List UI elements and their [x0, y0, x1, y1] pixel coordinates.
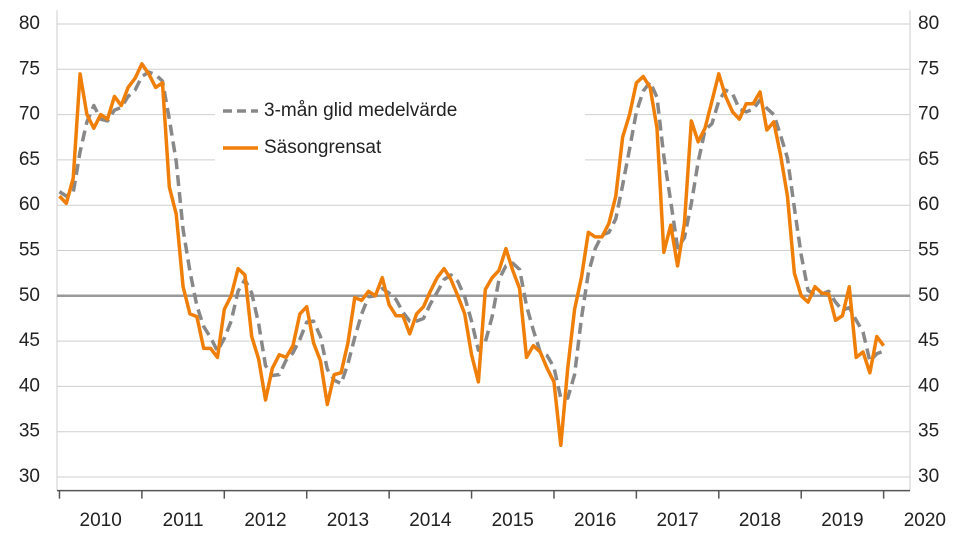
x-tick-label: 2018 [739, 510, 781, 531]
y-tick-label: 80 [19, 13, 40, 34]
y2-tick-label: 65 [918, 149, 939, 170]
y2-tick-label: 30 [918, 466, 939, 487]
series-line [58, 70, 885, 400]
y2-tick-label: 75 [918, 58, 939, 79]
y-tick-label: 45 [19, 330, 40, 351]
legend-label: 3-mån glid medelvärde [264, 100, 457, 121]
y-tick-label: 35 [19, 421, 40, 442]
x-tick-label: 2012 [244, 510, 286, 531]
legend-label: Säsongrensat [264, 137, 382, 158]
x-tick-label: 2010 [80, 510, 122, 531]
x-tick-label: 2015 [492, 510, 534, 531]
x-tick-label: 2014 [409, 510, 452, 531]
y2-tick-label: 70 [918, 104, 939, 125]
y-tick-label: 70 [19, 104, 40, 125]
series-line [58, 62, 886, 448]
y-tick-label: 60 [19, 194, 40, 215]
y-tick-label: 40 [19, 375, 40, 396]
y2-tick-label: 55 [918, 240, 939, 261]
x-tick-label: 2016 [574, 510, 616, 531]
y-tick-label: 55 [19, 240, 40, 261]
y2-tick-label: 45 [918, 330, 939, 351]
y2-tick-label: 35 [918, 421, 939, 442]
x-tick-label: 2019 [821, 510, 863, 531]
y2-tick-label: 50 [918, 285, 939, 306]
x-tick-label: 2013 [327, 510, 369, 531]
y-tick-label: 65 [19, 149, 40, 170]
y-tick-label: 50 [19, 285, 40, 306]
x-tick-label: 2011 [163, 510, 204, 531]
y2-tick-label: 60 [918, 194, 939, 215]
y2-tick-label: 80 [918, 13, 939, 34]
y-tick-label: 30 [19, 466, 40, 487]
x-tick-label: 2017 [656, 510, 698, 531]
y-tick-label: 75 [19, 58, 40, 79]
x-tick-label: 2020 [904, 510, 946, 531]
y2-tick-label: 40 [918, 375, 939, 396]
legend-box [215, 92, 585, 166]
